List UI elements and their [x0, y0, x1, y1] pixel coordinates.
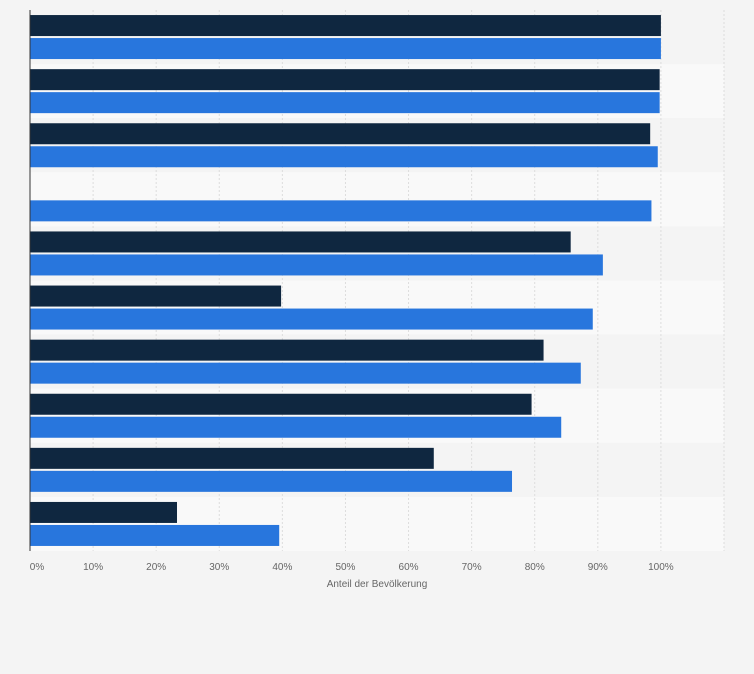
bars — [30, 15, 661, 546]
x-tick-label: 0% — [30, 562, 45, 573]
bar[interactable] — [30, 362, 581, 384]
x-tick-label: 70% — [462, 562, 482, 573]
bar[interactable] — [30, 339, 544, 361]
bar[interactable] — [30, 254, 603, 276]
x-tick-label: 30% — [209, 562, 229, 573]
bar[interactable] — [30, 146, 658, 168]
bar[interactable] — [30, 470, 513, 492]
bar[interactable] — [30, 447, 434, 469]
x-tick-labels: 0% 10% 20% 30% 40% 50% 60% 70% 80% 90% 100% — [30, 562, 674, 573]
bar[interactable] — [30, 501, 178, 523]
bar[interactable] — [30, 231, 571, 253]
bar[interactable] — [30, 92, 660, 114]
bar[interactable] — [30, 200, 652, 222]
bar[interactable] — [30, 285, 282, 307]
x-axis-title: Anteil der Bevölkerung — [327, 579, 428, 590]
x-tick-label: 80% — [525, 562, 545, 573]
bar[interactable] — [30, 38, 661, 60]
x-tick-label: 100% — [648, 562, 674, 573]
x-tick-label: 90% — [588, 562, 608, 573]
x-tick-label: 10% — [83, 562, 103, 573]
row-bands — [30, 10, 724, 551]
x-tick-label: 20% — [146, 562, 166, 573]
bar[interactable] — [30, 69, 660, 91]
x-tick-label: 40% — [272, 562, 292, 573]
bar[interactable] — [30, 15, 661, 37]
bar[interactable] — [30, 393, 532, 415]
x-tick-label: 50% — [335, 562, 355, 573]
bar[interactable] — [30, 416, 562, 438]
bar[interactable] — [30, 308, 593, 330]
x-tick-label: 60% — [399, 562, 419, 573]
bar[interactable] — [30, 524, 280, 546]
bar[interactable] — [30, 123, 651, 145]
